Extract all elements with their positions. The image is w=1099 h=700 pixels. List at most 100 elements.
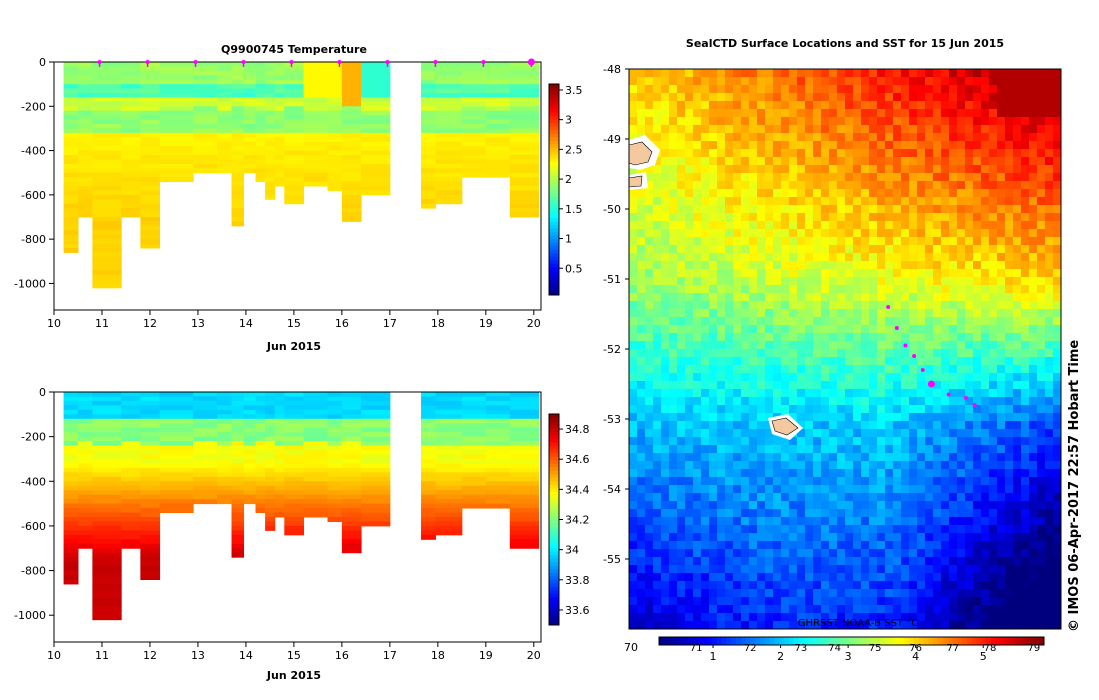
sst-cell	[741, 69, 750, 78]
sst-cell	[685, 269, 694, 278]
section-cell	[509, 93, 540, 98]
sst-cell	[805, 85, 814, 94]
section-cell	[92, 155, 122, 160]
colorbar-segment	[549, 245, 559, 250]
sst-cell	[1053, 445, 1061, 454]
section-cell	[509, 476, 540, 482]
sst-cell	[789, 341, 798, 350]
section-cell	[231, 432, 245, 438]
sst-cell	[853, 245, 862, 254]
section-cell	[361, 418, 391, 424]
section-cell	[193, 79, 218, 85]
sst-cell	[941, 445, 950, 454]
section-cell	[265, 186, 276, 191]
sst-cell	[869, 157, 878, 166]
sst-cell	[717, 501, 726, 510]
section-cell	[421, 400, 436, 406]
sst-cell	[813, 413, 822, 422]
sst-cell	[701, 229, 710, 238]
section-cell	[121, 485, 141, 491]
sst-cell	[1005, 141, 1014, 150]
sst-cell	[1005, 101, 1014, 110]
sst-cell	[693, 429, 702, 438]
section-cell	[274, 115, 285, 121]
sst-cell	[637, 293, 646, 302]
sst-cell	[885, 85, 894, 94]
section-cell	[140, 181, 161, 187]
sst-cell	[869, 365, 878, 374]
sst-cell	[941, 125, 950, 134]
sst-cell	[957, 405, 966, 414]
sst-cell	[813, 213, 822, 222]
sst-cell	[877, 277, 886, 286]
sst-cell	[917, 229, 926, 238]
sst-cell	[885, 333, 894, 342]
sst-cell	[1045, 293, 1054, 302]
sst-cell	[997, 125, 1006, 134]
sst-cell	[637, 213, 646, 222]
sst-cell	[773, 485, 782, 494]
sst-cell	[789, 477, 798, 486]
sst-cell	[789, 453, 798, 462]
sst-cell	[669, 285, 678, 294]
sst-cell	[773, 397, 782, 406]
sst-cell	[669, 373, 678, 382]
sst-cell	[973, 269, 982, 278]
sst-cell	[1029, 197, 1038, 206]
sst-cell	[709, 173, 718, 182]
sst-cell	[917, 453, 926, 462]
section-cell	[231, 115, 245, 121]
sst-cell	[693, 253, 702, 262]
sst-cell	[757, 501, 766, 510]
sst-cell	[637, 389, 646, 398]
sst-cell	[749, 373, 758, 382]
section-cell	[485, 436, 511, 442]
sst-cell	[789, 333, 798, 342]
section-cell	[92, 570, 122, 576]
section-cell	[421, 128, 436, 134]
sst-cell	[757, 493, 766, 502]
sst-cell	[749, 421, 758, 430]
sst-cell	[1037, 69, 1046, 78]
sst-cell	[677, 533, 686, 542]
section-cell	[140, 423, 161, 429]
section-cell	[341, 217, 362, 222]
sst-cell	[853, 445, 862, 454]
section-cell	[303, 88, 328, 94]
sst-cell	[645, 549, 654, 558]
section-cell	[274, 177, 285, 183]
section-cell	[92, 194, 122, 200]
section-cell	[243, 124, 257, 129]
sst-cell	[821, 469, 830, 478]
section-cell	[159, 405, 194, 411]
sst-cell	[845, 453, 854, 462]
section-cell	[121, 132, 141, 138]
sst-cell	[885, 253, 894, 262]
sst-cell	[845, 213, 854, 222]
section-cell	[341, 212, 362, 218]
sst-cell	[749, 189, 758, 198]
sst-cell	[733, 469, 742, 478]
sst-cell	[949, 317, 958, 326]
sst-cell	[781, 197, 790, 206]
sst-cell	[741, 149, 750, 158]
sst-cell	[637, 117, 646, 126]
sst-cell	[805, 309, 814, 318]
sst-cell	[933, 365, 942, 374]
sst-cell	[1037, 525, 1046, 534]
sst-cell	[733, 341, 742, 350]
section-cell	[63, 525, 79, 531]
sst-cell	[781, 349, 790, 358]
sst-cell	[861, 509, 870, 518]
section-cell	[121, 62, 141, 67]
sst-cell	[1013, 357, 1022, 366]
sst-cell	[701, 309, 710, 318]
sst-cell	[805, 549, 814, 558]
sst-cell	[949, 421, 958, 430]
sst-cell	[837, 333, 846, 342]
colorbar-segment	[549, 143, 559, 148]
section-cell	[284, 409, 304, 415]
section-cell	[461, 119, 487, 125]
sst-cell	[861, 309, 870, 318]
section-cell	[284, 146, 304, 152]
